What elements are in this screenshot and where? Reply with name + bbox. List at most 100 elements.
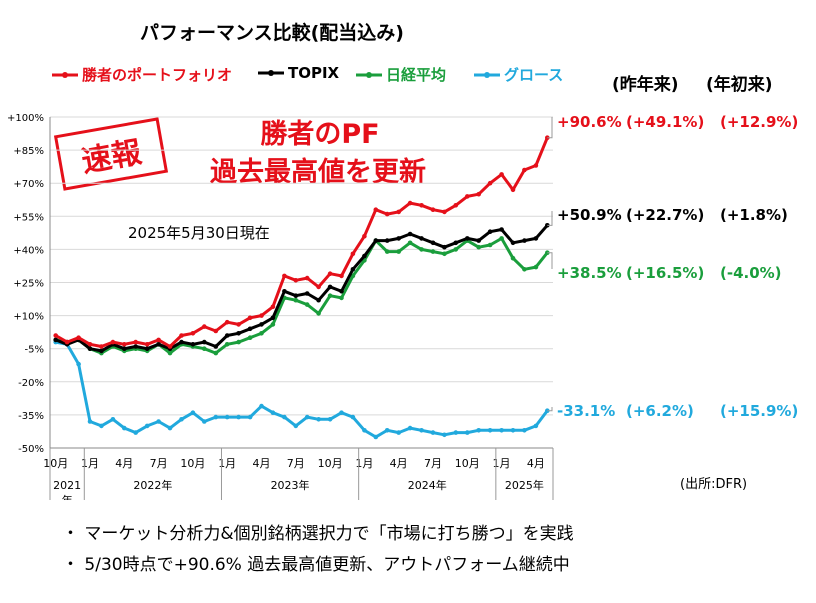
data-point: [133, 339, 138, 345]
legend-item: 日経平均: [356, 64, 446, 85]
x-tick-label: 1月: [218, 457, 236, 470]
x-tick-label: 10月: [455, 457, 480, 470]
data-point: [247, 414, 253, 420]
data-point: [419, 428, 424, 433]
data-point: [510, 428, 516, 433]
data-point: [122, 425, 127, 431]
data-point: [53, 337, 58, 343]
data-point: [87, 342, 93, 347]
data-point: [465, 430, 470, 435]
y-tick-label: -20%: [18, 378, 44, 389]
data-point: [304, 414, 310, 420]
data-point: [167, 425, 173, 431]
performance-chart: +100% +85% +70% +55% +40% +25% +10% -5% -20% -35%…: [7, 113, 554, 500]
legend-item: TOPIX: [258, 64, 339, 82]
legend-item: 勝者のポートフォリオ: [52, 64, 232, 85]
y-tick-label: -35%: [18, 411, 44, 422]
data-point: [270, 304, 276, 310]
data-point: [282, 273, 287, 279]
data-point: [407, 240, 413, 246]
y-tick-label: +25%: [13, 279, 44, 290]
data-point: [110, 339, 116, 345]
x-tick-label: 7月: [287, 457, 305, 470]
source-note: (出所:DFR): [680, 477, 748, 492]
data-point: [270, 322, 276, 327]
data-point: [236, 331, 241, 336]
data-point: [339, 410, 344, 416]
data-point: [453, 247, 459, 252]
data-point: [179, 339, 184, 345]
return-prev-year: (+22.7%): [626, 206, 705, 224]
data-point: [224, 333, 230, 338]
y-tick-label: +10%: [13, 312, 44, 323]
data-point: [407, 425, 413, 431]
data-point: [442, 244, 447, 250]
legend-item: グロース: [474, 64, 563, 85]
x-tick-label: 7月: [150, 457, 168, 470]
data-point: [144, 342, 150, 347]
headline-line1: 勝者のPF: [260, 119, 380, 150]
data-point: [339, 273, 344, 279]
data-point: [419, 236, 424, 241]
data-point: [339, 289, 344, 294]
data-point: [247, 335, 253, 341]
data-point: [133, 430, 138, 435]
data-point: [362, 428, 367, 433]
data-point: [316, 417, 321, 422]
data-point: [362, 233, 367, 239]
data-point: [442, 251, 447, 257]
year-label: 2022年: [133, 478, 172, 492]
y-tick-label: -50%: [18, 444, 44, 455]
leader-line: [547, 252, 553, 269]
data-point: [304, 275, 310, 281]
data-point: [430, 240, 436, 246]
data-point: [87, 419, 93, 424]
data-point: [167, 344, 173, 349]
data-point: [453, 203, 459, 208]
data-point: [236, 322, 241, 327]
data-point: [476, 428, 482, 433]
data-point: [453, 430, 459, 435]
data-point: [533, 163, 539, 168]
data-point: [247, 315, 253, 321]
data-point: [122, 342, 127, 347]
data-point: [202, 324, 207, 329]
data-point: [419, 203, 424, 208]
data-point: [122, 346, 127, 352]
legend-label: 勝者のポートフォリオ: [82, 66, 233, 84]
y-tick-label: +70%: [13, 179, 44, 190]
data-point: [533, 236, 539, 241]
data-point: [373, 434, 379, 440]
data-point: [179, 333, 184, 338]
data-point: [339, 295, 344, 301]
leader-line: [547, 211, 553, 226]
return-ytd: (-4.0%): [720, 264, 782, 282]
header-ytd: (年初来): [706, 75, 773, 95]
return-ytd: (+15.9%): [720, 402, 799, 420]
data-point: [350, 414, 356, 420]
data-point: [373, 207, 379, 212]
data-point: [396, 236, 402, 241]
data-point: [259, 331, 264, 336]
year-label: 年: [62, 493, 73, 500]
x-tick-label: 10月: [318, 457, 343, 470]
year-label: 2025年: [505, 478, 544, 492]
x-tick-label: 1月: [355, 457, 373, 470]
data-point: [156, 337, 161, 343]
data-point: [156, 342, 161, 347]
x-tick-label: 10月: [180, 457, 205, 470]
data-point: [144, 423, 150, 429]
year-label: 2023年: [271, 478, 310, 492]
data-point: [396, 209, 402, 215]
x-tick-label: 4月: [527, 457, 545, 470]
data-point: [87, 346, 93, 352]
data-point: [487, 229, 493, 234]
data-point: [327, 271, 333, 277]
data-point: [202, 419, 207, 424]
data-point: [144, 346, 150, 352]
return-total: +90.6%: [557, 113, 622, 131]
x-tick-label: 4月: [252, 457, 270, 470]
x-tick-label: 7月: [424, 457, 442, 470]
return-prev-year: (+6.2%): [626, 402, 694, 420]
data-point: [190, 342, 196, 347]
